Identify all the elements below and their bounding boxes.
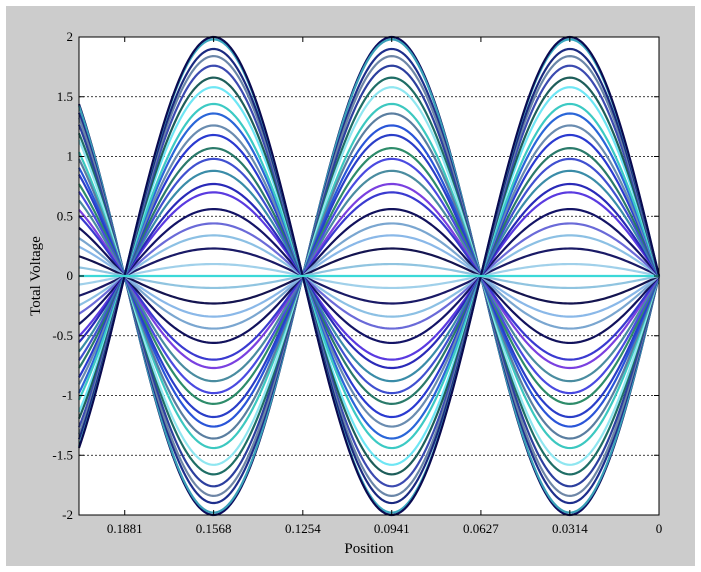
- series-line-28: [78, 169, 660, 383]
- series-line-20: [78, 262, 660, 290]
- series-line-27: [78, 182, 660, 370]
- series-line-36: [77, 76, 661, 476]
- series-line-1: [77, 38, 661, 514]
- x-tick-label: 0: [656, 521, 663, 536]
- y-tick-label: 1.5: [57, 89, 73, 104]
- series-line-35: [77, 86, 661, 466]
- ticks: [79, 36, 660, 516]
- series-line-17: [78, 222, 660, 330]
- series-line-24: [78, 222, 660, 330]
- y-tick-label: 0.5: [57, 208, 73, 223]
- series-line-6: [77, 86, 661, 466]
- y-tick-label: 0: [67, 268, 74, 283]
- series-line-37: [77, 64, 661, 488]
- series-line-29: [78, 157, 660, 395]
- series-line-13: [78, 169, 660, 383]
- series-line-7: [78, 102, 661, 450]
- series-line-34: [78, 102, 661, 450]
- y-tick-label: -2: [62, 507, 73, 522]
- x-tick-label: 0.1881: [107, 521, 143, 536]
- series-line-33: [78, 112, 661, 440]
- y-axis-label: Total Voltage: [28, 236, 44, 316]
- series-line-5: [77, 76, 661, 476]
- series-layer: [77, 35, 661, 517]
- series-line-26: [78, 191, 660, 361]
- series-line-14: [78, 182, 660, 370]
- series-line-15: [78, 191, 660, 361]
- y-tick-label: 2: [67, 29, 74, 44]
- series-line-8: [78, 112, 661, 440]
- series-line-9: [78, 124, 661, 428]
- series-line-10: [78, 133, 661, 419]
- series-line-18: [78, 234, 660, 318]
- series-line-32: [78, 124, 661, 428]
- series-line-12: [78, 157, 660, 395]
- series-line-30: [78, 147, 661, 405]
- x-tick-label: 0.0314: [552, 521, 588, 536]
- series-line-2: [77, 47, 661, 505]
- series-line-22: [78, 247, 660, 305]
- series-line-25: [78, 207, 660, 345]
- series-line-21: [78, 262, 660, 290]
- x-tick-label: 0.0941: [374, 521, 410, 536]
- series-line-19: [78, 247, 660, 305]
- series-line-11: [78, 147, 661, 405]
- series-line-31: [78, 133, 661, 419]
- y-tick-label: -1: [62, 388, 73, 403]
- series-line-39: [77, 47, 661, 505]
- series-line-23: [78, 234, 660, 318]
- x-tick-label: 0.0627: [463, 521, 499, 536]
- series-line-41: [77, 35, 661, 517]
- x-tick-label: 0.1568: [196, 521, 232, 536]
- series-line-16: [78, 207, 660, 345]
- x-axis-label: Position: [344, 541, 394, 557]
- y-tick-label: 1: [67, 149, 74, 164]
- series-line-38: [77, 55, 661, 497]
- series-line-3: [77, 55, 661, 497]
- x-tick-label: 0.1254: [285, 521, 321, 536]
- y-tick-label: -0.5: [52, 328, 73, 343]
- series-line-4: [77, 64, 661, 488]
- y-tick-label: -1.5: [52, 447, 73, 462]
- tick-labels: 2 1.5 1 0.5 0 -0.5 -1 -1.5 -2 0.1881 0.1568 0.1254 0…: [52, 29, 662, 536]
